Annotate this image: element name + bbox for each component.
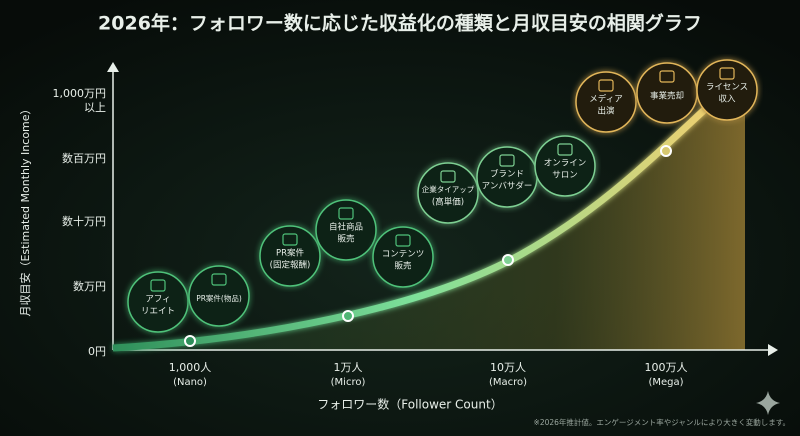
y-tick-label: 数万円 bbox=[73, 280, 106, 293]
bubble-label: 収入 bbox=[718, 94, 736, 105]
y-tick-label: 以上 bbox=[84, 101, 106, 114]
bubble-circle bbox=[188, 265, 250, 327]
bubble-label: コンテンツ bbox=[382, 250, 425, 260]
bubble-circle bbox=[372, 226, 434, 288]
bubble: PR案件(固定報酬) bbox=[259, 225, 321, 287]
bubble-icon bbox=[557, 143, 573, 156]
y-tick-label: 0円 bbox=[88, 345, 106, 358]
bubble-label: アフィ bbox=[145, 295, 170, 305]
bubble-icon bbox=[395, 234, 411, 247]
bubble-label: リエイト bbox=[141, 307, 175, 317]
bubble-label: メディア bbox=[589, 94, 622, 105]
bubble-label: オンライン bbox=[544, 159, 587, 169]
point bbox=[502, 254, 514, 266]
x-tick-label: (Mega) bbox=[648, 377, 683, 388]
bubble-icon bbox=[659, 70, 675, 83]
x-tick-label: 100万人 bbox=[645, 361, 688, 374]
bubble-icon bbox=[499, 154, 515, 167]
x-tick-label: 1,000人 bbox=[169, 361, 212, 374]
bubble-icon bbox=[598, 79, 614, 92]
x-tick-label: 1万人 bbox=[334, 361, 363, 374]
growth-curve bbox=[112, 97, 718, 352]
bubble-circle bbox=[417, 162, 479, 224]
bubble-label: PR案件 bbox=[276, 248, 305, 259]
x-tick-label: (Macro) bbox=[489, 377, 527, 388]
area bbox=[113, 100, 745, 350]
bubble-icon bbox=[150, 279, 166, 292]
y-axis-title: 月収目安（Estimated Monthly Income） bbox=[18, 103, 32, 316]
bubble-icon bbox=[338, 207, 354, 220]
y-arrow bbox=[107, 62, 119, 72]
y-tick-label: 数百万円 bbox=[62, 152, 106, 165]
bubble-circle bbox=[575, 71, 637, 133]
bubble-label: PR案件(物品) bbox=[196, 293, 242, 303]
bubble-circle bbox=[127, 271, 189, 333]
point bbox=[342, 310, 354, 322]
bubble-label: ライセンス bbox=[706, 83, 748, 93]
bubble-icon bbox=[719, 67, 735, 80]
bubble-circle bbox=[259, 225, 321, 287]
bubble-label: 販売 bbox=[394, 261, 412, 272]
bubble-label: (高単価) bbox=[432, 197, 464, 208]
bubble: 企業タイアップ (高単価) bbox=[417, 162, 479, 224]
bubble-label: サロン bbox=[552, 171, 578, 181]
sparkle-icon bbox=[756, 391, 780, 415]
x-tick-label: (Nano) bbox=[173, 377, 207, 388]
x-tick-label: 10万人 bbox=[490, 361, 526, 374]
x-axis-title: フォロワー数（Follower Count） bbox=[317, 397, 502, 412]
bubble-label: 企業タイアップ bbox=[422, 184, 475, 194]
curve-points bbox=[184, 145, 672, 347]
y-tick-label: 1,000万円 bbox=[53, 87, 107, 100]
bubble: PR案件(物品) bbox=[188, 265, 250, 327]
footnote: ※2026年推計値。エンゲージメント率やジャンルにより大きく変動します。 bbox=[534, 417, 790, 427]
point bbox=[184, 335, 196, 347]
x-arrow bbox=[768, 344, 778, 356]
bubble: 事業売却 bbox=[636, 62, 698, 124]
bubble-label: アンバサダー bbox=[482, 181, 533, 192]
bubble-icon bbox=[440, 170, 456, 183]
bubble-label: 事業売却 bbox=[650, 91, 684, 102]
bubble-circle bbox=[534, 135, 596, 197]
y-tick-label: 数十万円 bbox=[62, 214, 106, 228]
bubble-label: 出演 bbox=[597, 106, 615, 117]
bubble-icon bbox=[282, 233, 298, 246]
bubble-label: 自社商品 bbox=[329, 222, 363, 233]
bubble-label: ブランド bbox=[490, 169, 524, 180]
bubble-circle bbox=[696, 59, 758, 121]
title: 2026年：フォロワー数に応じた収益化の種類と月収目安の相関グラフ bbox=[98, 12, 702, 35]
bubble-circle bbox=[315, 199, 377, 261]
x-tick-label: (Micro) bbox=[331, 377, 366, 388]
bubble-label: 販売 bbox=[337, 234, 355, 245]
point bbox=[660, 145, 672, 157]
bubble-label: (固定報酬) bbox=[270, 260, 311, 271]
bubble-icon bbox=[211, 273, 227, 286]
